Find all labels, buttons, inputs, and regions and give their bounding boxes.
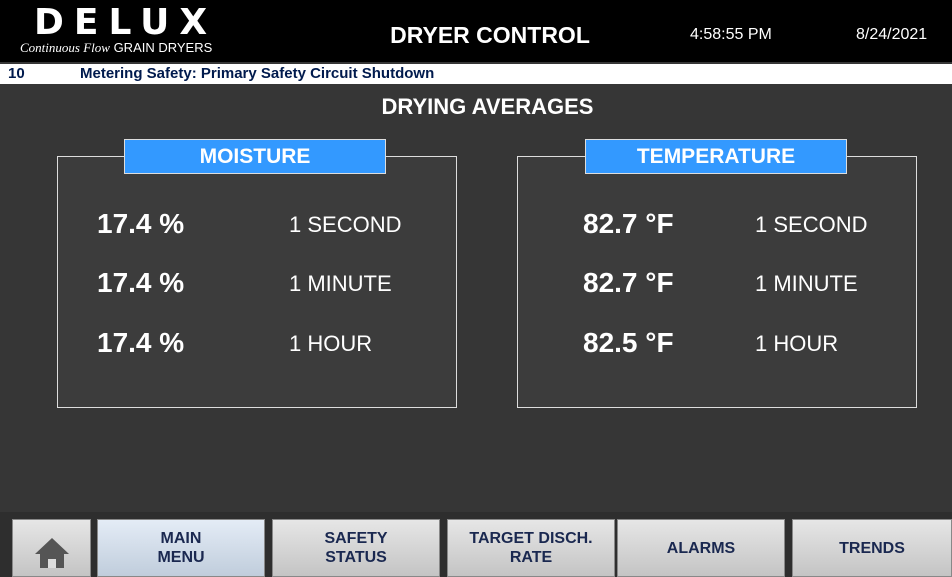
nav-button-label: TARGET DISCH. — [469, 530, 593, 547]
reading-period: 1 MINUTE — [755, 271, 858, 296]
nav-button[interactable]: MAIN MENU — [97, 519, 265, 577]
title: DRYER CONTROL — [390, 22, 590, 48]
home-button[interactable] — [12, 519, 91, 577]
tagline-script: Continuous Flow — [20, 40, 110, 55]
tagline: Continuous Flow GRAIN DRYERS — [20, 40, 212, 56]
nav-button[interactable]: SAFETY STATUS — [272, 519, 440, 577]
panel-title: TEMPERATURE — [585, 139, 847, 174]
panel — [517, 156, 917, 408]
nav-button-label: TRENDS — [839, 539, 905, 557]
nav-button-label: ALARMS — [666, 539, 736, 557]
nav-button[interactable]: ALARMS — [617, 519, 785, 577]
alarm-bar[interactable]: 10 Metering Safety: Primary Safety Circu… — [0, 64, 952, 84]
reading-period: 1 HOUR — [289, 331, 373, 356]
time: 4:58:55 PM — [690, 26, 772, 43]
nav-button[interactable]: TARGET DISCH. RATE — [447, 519, 615, 577]
nav-button[interactable]: TRENDS — [792, 519, 952, 577]
nav-button-label: MAIN — [160, 530, 202, 547]
tagline-text: GRAIN DRYERS — [113, 40, 213, 55]
logo: DELUX — [34, 2, 218, 43]
panel-title: MOISTURE — [124, 139, 386, 174]
reading-value: 17.4 % — [97, 327, 185, 358]
home-icon — [35, 538, 69, 568]
date: 8/24/2021 — [856, 26, 928, 43]
header: DELUX Continuous Flow GRAIN DRYERS DRYER… — [0, 0, 952, 62]
reading-value: 82.7 °F — [583, 208, 674, 239]
reading-value: 17.4 % — [97, 267, 185, 298]
reading-value: 82.7 °F — [583, 267, 674, 298]
reading-period: 1 MINUTE — [289, 271, 392, 296]
alarm-code: 10 — [8, 65, 25, 82]
reading-value: 82.5 °F — [583, 327, 674, 358]
panel — [57, 156, 457, 408]
nav-button-label: MENU — [157, 549, 205, 566]
alarm-message: Metering Safety: Primary Safety Circuit … — [80, 65, 435, 82]
reading-value: 17.4 % — [97, 208, 185, 239]
reading-period: 1 SECOND — [289, 212, 402, 237]
nav-button-label: SAFETY — [324, 530, 388, 547]
nav-button-label: RATE — [509, 549, 553, 566]
reading-period: 1 SECOND — [755, 212, 868, 237]
reading-period: 1 HOUR — [755, 331, 839, 356]
nav-button-label: STATUS — [325, 549, 387, 566]
page-title: DRYING AVERAGES — [381, 94, 594, 119]
